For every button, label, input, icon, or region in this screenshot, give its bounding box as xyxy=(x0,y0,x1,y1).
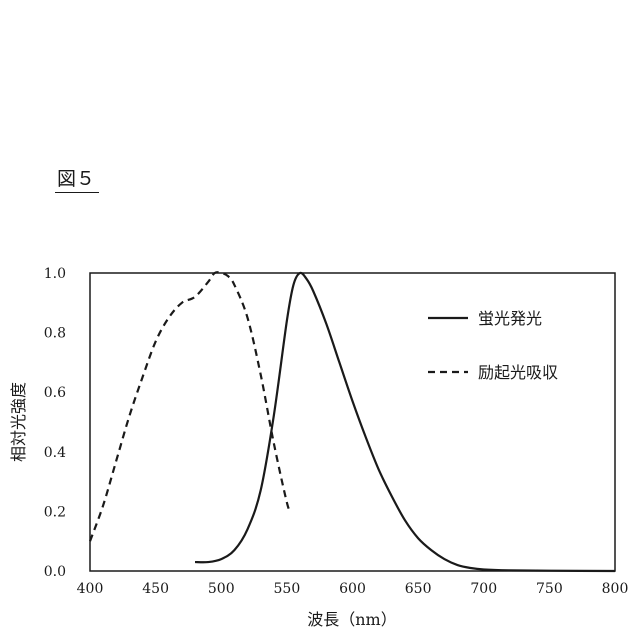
x-tick-label: 700 xyxy=(470,581,497,597)
x-tick-label: 650 xyxy=(405,581,432,597)
y-tick-label: 1.0 xyxy=(44,266,66,282)
x-tick-label: 500 xyxy=(208,581,235,597)
legend: 蛍光発光 励起光吸収 xyxy=(428,309,558,382)
x-tick-label: 550 xyxy=(274,581,301,597)
y-tick-label: 0.0 xyxy=(44,564,66,580)
y-tick-label: 0.4 xyxy=(44,445,66,461)
y-tick-label: 0.2 xyxy=(44,504,66,520)
x-tick-label: 600 xyxy=(339,581,366,597)
legend-label-emission: 蛍光発光 xyxy=(478,309,542,328)
x-axis-ticks: 400 450 500 550 600 650 700 750 800 xyxy=(77,581,629,597)
series-line-absorption xyxy=(90,272,291,541)
y-axis-ticks: 0.0 0.2 0.4 0.6 0.8 1.0 xyxy=(44,266,66,580)
x-tick-label: 450 xyxy=(142,581,169,597)
y-tick-label: 0.8 xyxy=(44,326,66,342)
x-tick-label: 750 xyxy=(536,581,563,597)
y-tick-label: 0.6 xyxy=(44,385,66,401)
x-axis-title: 波長（nm） xyxy=(307,610,396,629)
y-axis-title: 相対光強度 xyxy=(9,382,28,462)
series-line-emission xyxy=(195,273,615,571)
x-tick-label: 400 xyxy=(77,581,104,597)
legend-label-absorption: 励起光吸収 xyxy=(478,363,558,382)
x-tick-label: 800 xyxy=(602,581,629,597)
